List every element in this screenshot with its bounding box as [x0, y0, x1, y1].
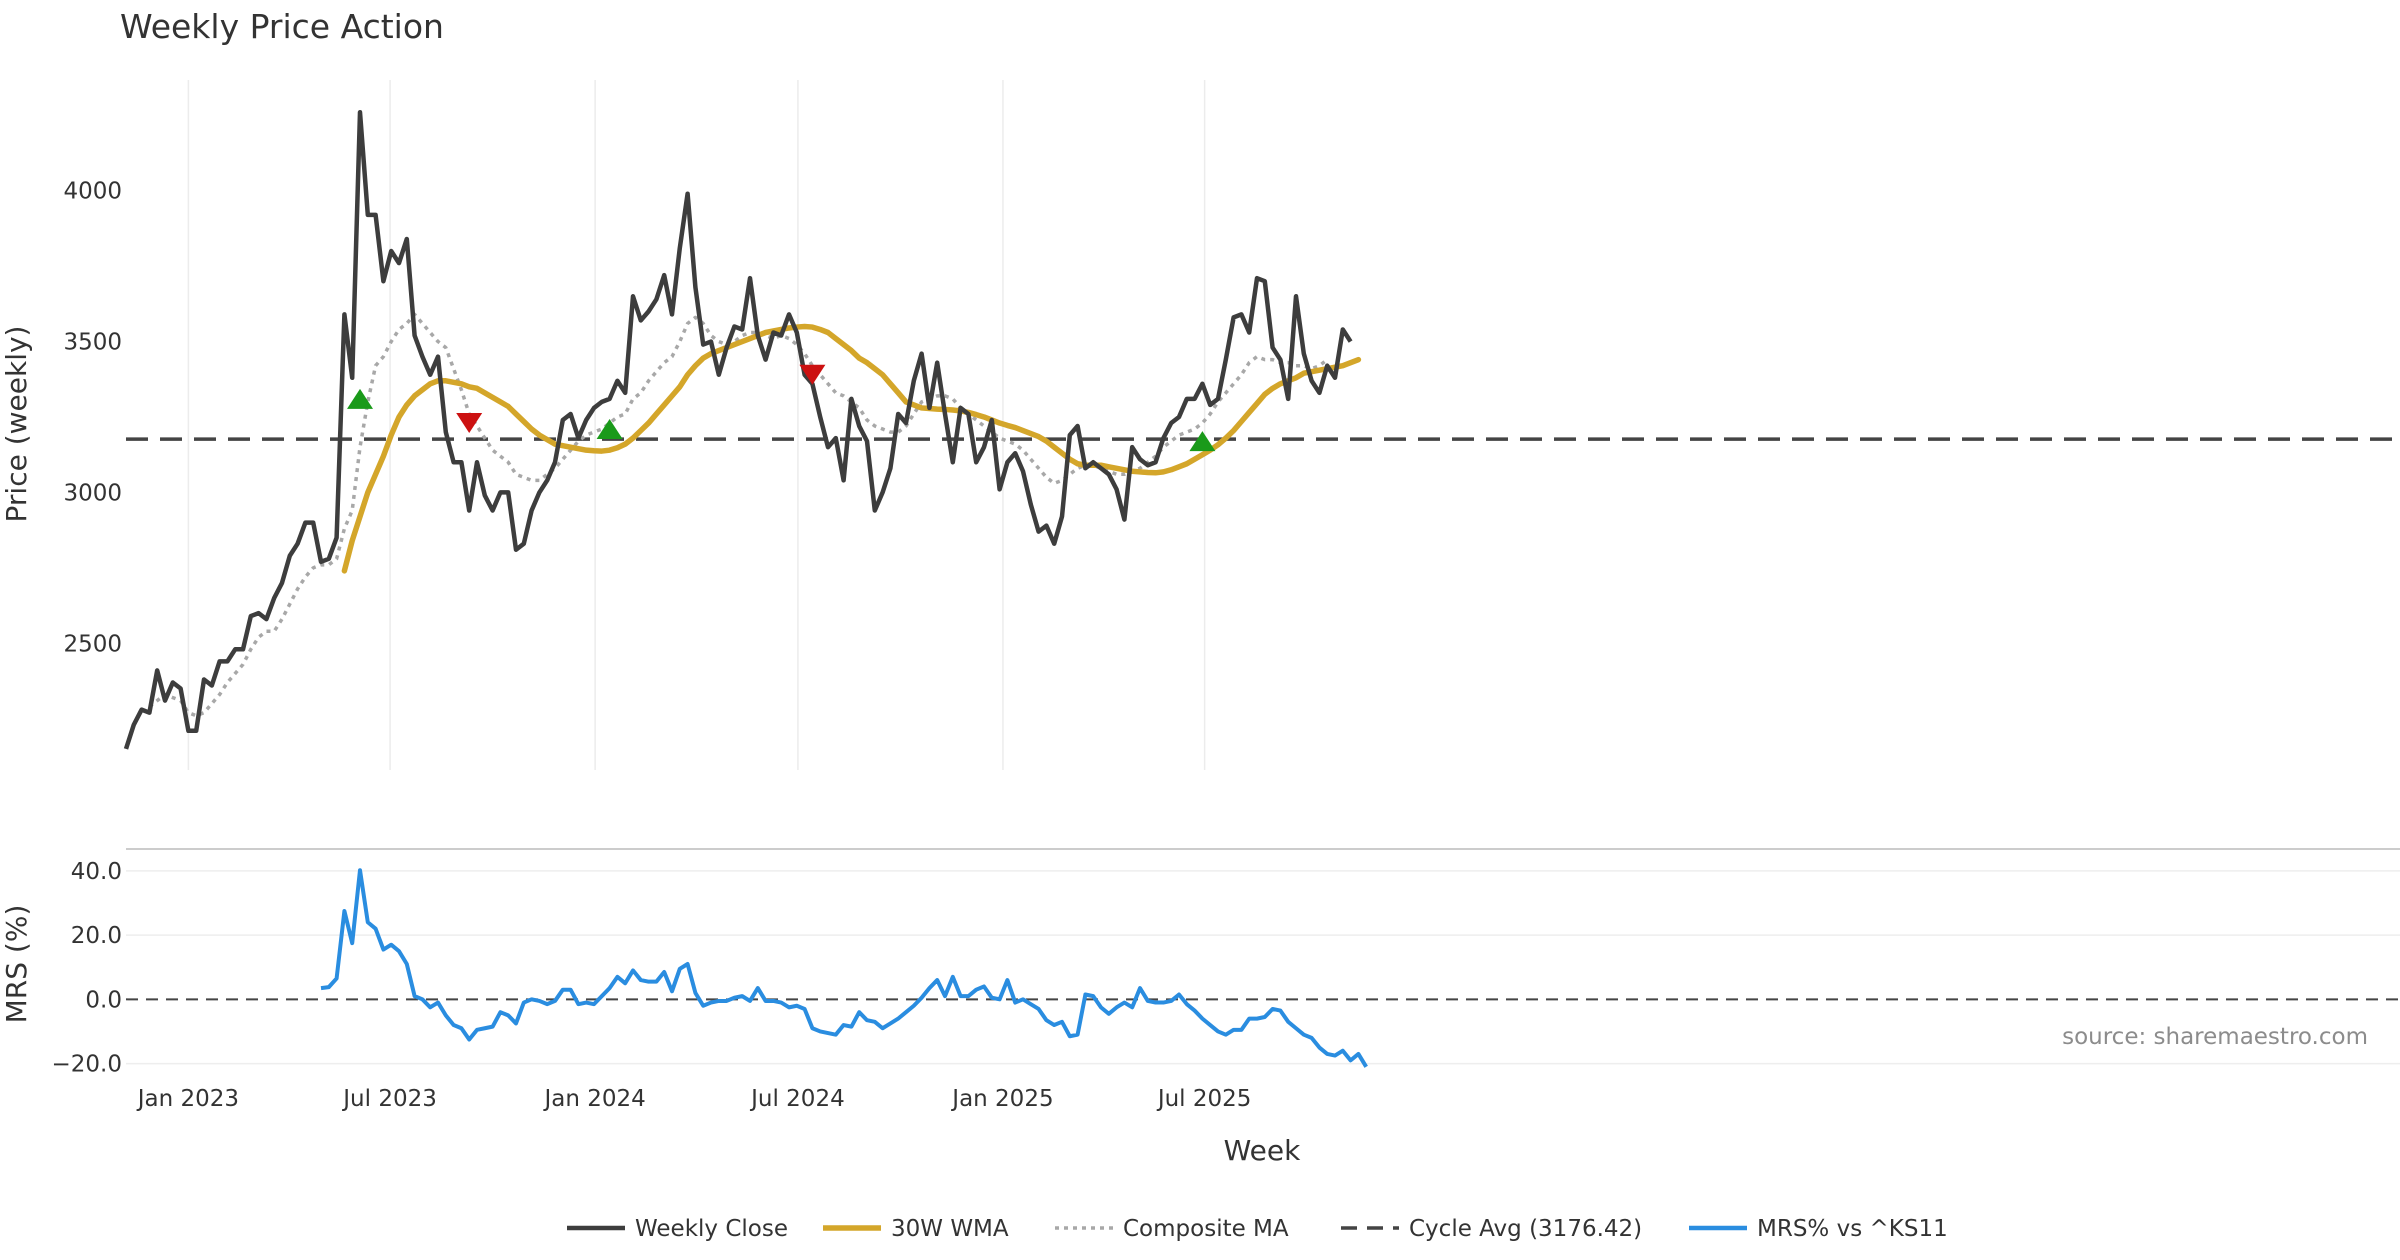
wma-line — [341, 323, 1362, 574]
weekly-close-line — [123, 109, 1353, 750]
mrs-y-tick-label: −20.0 — [52, 1052, 122, 1078]
legend-label: Composite MA — [1123, 1216, 1289, 1242]
sell-signal-marker — [799, 364, 826, 385]
x-tick-label: Jul 2024 — [749, 1086, 845, 1112]
x-tick-label: Jan 2024 — [542, 1086, 645, 1112]
legend-label: MRS% vs ^KS11 — [1757, 1216, 1948, 1242]
x-tick-label: Jul 2023 — [341, 1086, 437, 1112]
price-y-tick-label: 3000 — [63, 480, 122, 506]
mrs-series — [126, 868, 2400, 1068]
mrs-grid — [126, 870, 2400, 1065]
price-y-tick-label: 2500 — [63, 631, 122, 657]
buy-signal-marker — [347, 388, 373, 409]
price-y-tick-labels: 2500 3000 3500 4000 — [63, 179, 122, 658]
legend-label: Cycle Avg (3176.42) — [1409, 1216, 1642, 1242]
mrs-y-tick-labels: 40.0 20.0 0.0 −20.0 — [52, 859, 122, 1078]
mrs-y-tick-label: 20.0 — [71, 923, 122, 949]
x-axis-label: Week — [1224, 1134, 1301, 1167]
signal-markers — [347, 364, 1216, 452]
sell-signal-marker — [456, 413, 483, 434]
x-tick-label: Jul 2025 — [1156, 1086, 1252, 1112]
x-tick-label: Jan 2025 — [950, 1086, 1053, 1112]
legend: Weekly Close 30W WMA Composite MA Cycle Avg… — [567, 1216, 1948, 1242]
legend-label: Weekly Close — [635, 1216, 788, 1242]
chart-title: Weekly Price Action — [120, 7, 444, 46]
buy-signal-marker — [1189, 431, 1216, 452]
price-y-tick-label: 3500 — [63, 330, 122, 356]
legend-label: 30W WMA — [891, 1216, 1009, 1242]
buy-signal-marker — [596, 419, 623, 440]
mrs-line — [320, 868, 1368, 1068]
mrs-y-tick-label: 40.0 — [71, 859, 122, 885]
x-tick-labels: Jan 2023 Jul 2023 Jan 2024 Jul 2024 Jan 2025… — [136, 1086, 1252, 1112]
mrs-y-axis-label: MRS (%) — [0, 905, 33, 1024]
mrs-y-tick-label: 0.0 — [85, 987, 122, 1013]
price-y-axis-label: Price (weekly) — [0, 326, 33, 523]
price-y-tick-label: 4000 — [63, 179, 122, 205]
x-tick-label: Jan 2023 — [136, 1086, 239, 1112]
price-series — [123, 109, 2400, 750]
source-note: source: sharemaestro.com — [2062, 1024, 2368, 1050]
